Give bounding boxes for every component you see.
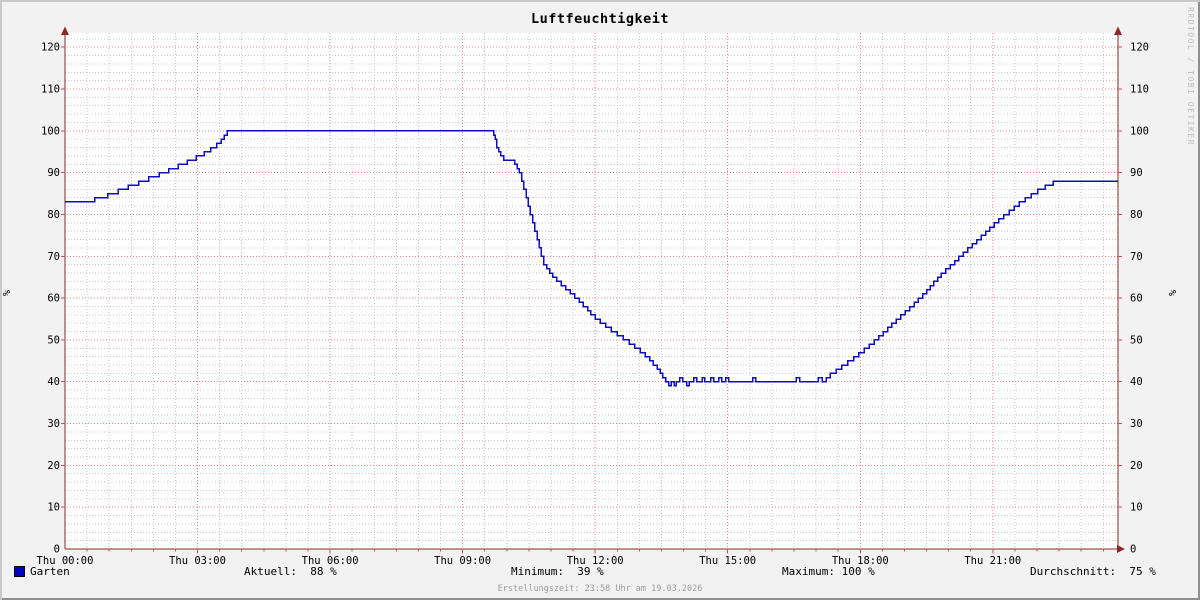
legend-stat-durchschnitt: Durchschnitt: 75 % [1030, 565, 1156, 578]
svg-text:Thu 00:00: Thu 00:00 [37, 555, 94, 567]
rrdtool-watermark: RRDTOOL / TOBI OETIKER [1186, 7, 1195, 146]
svg-text:80: 80 [1130, 209, 1143, 221]
legend-stat-minimum: Minimum: 39 % [511, 565, 604, 578]
creation-timestamp: Erstellungszeit: 23:58 Uhr am 19.03.2026 [497, 584, 703, 594]
svg-text:50: 50 [1130, 334, 1143, 346]
svg-text:10: 10 [1130, 502, 1143, 514]
svg-text:Thu 12:00: Thu 12:00 [567, 555, 624, 567]
svg-text:30: 30 [1130, 418, 1143, 430]
svg-text:Thu 21:00: Thu 21:00 [964, 555, 1021, 567]
legend-series-label: Garten [30, 565, 70, 578]
svg-text:Thu 06:00: Thu 06:00 [302, 555, 359, 567]
svg-text:Thu 03:00: Thu 03:00 [169, 555, 226, 567]
svg-text:70: 70 [1130, 251, 1143, 263]
svg-text:40: 40 [47, 376, 60, 388]
legend-stat-maximum: Maximum: 100 % [782, 565, 875, 578]
chart-title: Luftfeuchtigkeit [530, 11, 670, 27]
svg-text:0: 0 [54, 544, 60, 556]
svg-text:60: 60 [1130, 293, 1143, 305]
series-color-swatch [14, 566, 25, 577]
svg-text:%: % [1168, 290, 1179, 296]
svg-text:120: 120 [41, 42, 60, 54]
svg-text:10: 10 [47, 502, 60, 514]
svg-text:60: 60 [47, 293, 60, 305]
svg-text:20: 20 [1130, 460, 1143, 472]
svg-text:90: 90 [1130, 167, 1143, 179]
svg-text:100: 100 [1130, 125, 1149, 137]
svg-text:110: 110 [1130, 84, 1149, 96]
svg-text:70: 70 [47, 251, 60, 263]
svg-text:%: % [2, 290, 13, 296]
svg-text:80: 80 [47, 209, 60, 221]
svg-text:30: 30 [47, 418, 60, 430]
svg-text:90: 90 [47, 167, 60, 179]
legend-stat-aktuell: Aktuell: 88 % [244, 565, 337, 578]
svg-text:Thu 15:00: Thu 15:00 [699, 555, 756, 567]
svg-text:Thu 18:00: Thu 18:00 [832, 555, 889, 567]
svg-text:40: 40 [1130, 376, 1143, 388]
svg-text:20: 20 [47, 460, 60, 472]
svg-text:Thu 09:00: Thu 09:00 [434, 555, 491, 567]
svg-text:120: 120 [1130, 42, 1149, 54]
svg-text:100: 100 [41, 125, 60, 137]
svg-text:110: 110 [41, 84, 60, 96]
svg-text:0: 0 [1130, 544, 1136, 556]
svg-text:50: 50 [47, 334, 60, 346]
